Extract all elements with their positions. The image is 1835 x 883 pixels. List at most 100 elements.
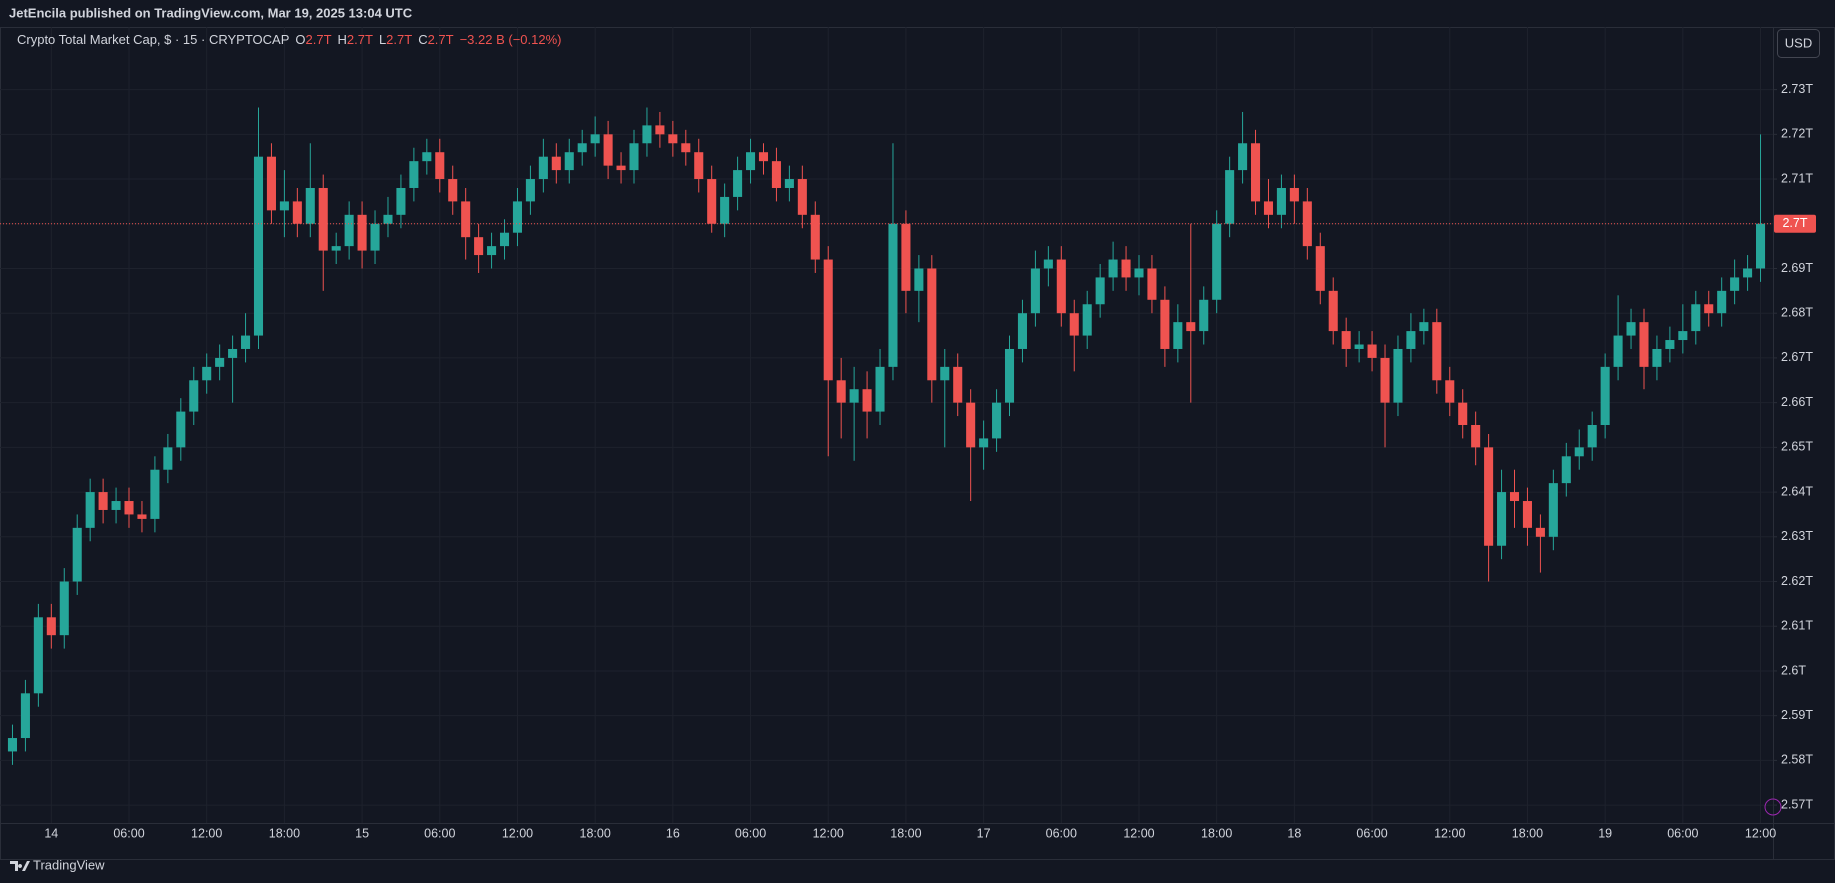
candle-body — [1212, 223, 1222, 300]
candle-body — [1704, 304, 1714, 314]
candle-body — [1186, 322, 1196, 332]
candle-body — [603, 134, 613, 166]
candle-body — [7, 738, 18, 752]
x-tick-label: 12:00 — [502, 826, 533, 840]
candle-body — [383, 214, 393, 224]
candle-body — [746, 152, 756, 171]
event-icon[interactable] — [1764, 798, 1782, 816]
ohlc-value: 2.7T — [386, 32, 412, 47]
y-tick-label: 2.68T — [1781, 305, 1813, 319]
candle-body — [629, 143, 639, 171]
candle-body — [1406, 331, 1416, 349]
candle-body — [33, 617, 43, 694]
y-tick-label: 2.57T — [1781, 797, 1813, 811]
y-tick-label: 2.59T — [1781, 708, 1813, 722]
candle-body — [1561, 456, 1571, 484]
candle-body — [422, 152, 432, 162]
candle-body — [1535, 527, 1545, 537]
candle-body — [681, 143, 691, 153]
candle-body — [642, 125, 652, 144]
candle-body — [1251, 143, 1261, 202]
candle-body — [564, 152, 574, 171]
candle-body — [1445, 380, 1455, 403]
candle-body — [1678, 331, 1688, 341]
candle-body — [758, 152, 769, 162]
candle-body — [150, 469, 160, 519]
candle-body — [1160, 299, 1170, 349]
candle-body — [1652, 348, 1662, 367]
axes: 2.57T 2.58T 2.59T 2.6T 2.61T 2.62T 2.63T 2.64T 2… — [44, 82, 1816, 840]
candle-body — [1147, 268, 1157, 300]
y-tick-label: 2.6T — [1781, 663, 1806, 677]
candle-body — [487, 246, 497, 256]
candle-body — [1056, 259, 1066, 314]
candle-body — [733, 170, 743, 197]
currency-button[interactable]: USD — [1777, 29, 1820, 58]
y-tick-label: 2.72T — [1781, 127, 1813, 141]
candle-body — [1743, 268, 1753, 278]
candle-body — [163, 447, 173, 470]
candle-body — [331, 246, 341, 251]
y-tick-label: 2.65T — [1781, 440, 1813, 454]
candle-body — [46, 617, 56, 636]
candle-body — [888, 223, 898, 367]
candle-body — [72, 527, 82, 582]
candle-body — [1367, 344, 1377, 358]
candle-body — [966, 402, 976, 448]
candle-body — [20, 693, 30, 739]
candle-body — [409, 161, 419, 188]
y-tick-label: 2.61T — [1781, 619, 1813, 633]
x-tick-label: 14 — [44, 826, 58, 840]
x-tick-label: 16 — [666, 826, 680, 840]
currency-button-frame[interactable] — [1777, 29, 1820, 58]
candle-body — [875, 366, 885, 412]
candle-body — [551, 156, 561, 171]
candle-body — [318, 187, 328, 251]
currency-label[interactable]: USD — [1785, 35, 1812, 50]
ohlc-value: 2.7T — [306, 32, 332, 47]
candle-body — [862, 389, 872, 412]
candle-body — [474, 237, 484, 256]
x-tick-label: 06:00 — [1667, 826, 1698, 840]
y-tick-label: 2.71T — [1781, 171, 1813, 185]
y-tick-label: 2.66T — [1781, 395, 1813, 409]
candle-body — [124, 501, 134, 515]
ohlc-key: C — [418, 32, 427, 47]
candle-body — [1108, 259, 1118, 278]
candle-body — [241, 335, 251, 349]
candle-body — [1522, 501, 1532, 528]
candle-body — [1730, 277, 1740, 291]
x-tick-label: 18:00 — [1201, 826, 1232, 840]
x-tick-label: 12:00 — [1123, 826, 1154, 840]
x-tick-label: 18:00 — [890, 826, 921, 840]
candle-body — [810, 214, 820, 260]
ohlc-key: H — [338, 32, 347, 47]
candle-body — [616, 165, 626, 171]
candle-body — [1548, 483, 1558, 537]
candle-body — [111, 501, 121, 510]
candle-body — [1030, 268, 1040, 314]
candle-body — [396, 187, 406, 215]
candle-body — [720, 196, 730, 224]
x-tick-label: 06:00 — [735, 826, 766, 840]
ohlc-key: O — [295, 32, 305, 47]
candle-body — [1380, 357, 1390, 403]
candle-body — [202, 366, 212, 381]
candle-body — [1341, 331, 1351, 349]
candle-body — [694, 152, 704, 180]
y-tick-label: 2.69T — [1781, 261, 1813, 275]
candle-body — [1263, 201, 1274, 215]
candle-body — [797, 179, 807, 215]
candle-body — [1315, 246, 1325, 291]
candle-body — [707, 179, 717, 224]
ohlc-value: 2.7T — [428, 32, 454, 47]
candle-body — [253, 156, 264, 336]
candle-body — [849, 389, 859, 403]
candle-body — [823, 259, 833, 381]
candle-body — [1484, 447, 1494, 546]
candle-body — [1458, 402, 1468, 425]
x-tick-label: 06:00 — [1356, 826, 1387, 840]
candle-body — [836, 380, 846, 403]
